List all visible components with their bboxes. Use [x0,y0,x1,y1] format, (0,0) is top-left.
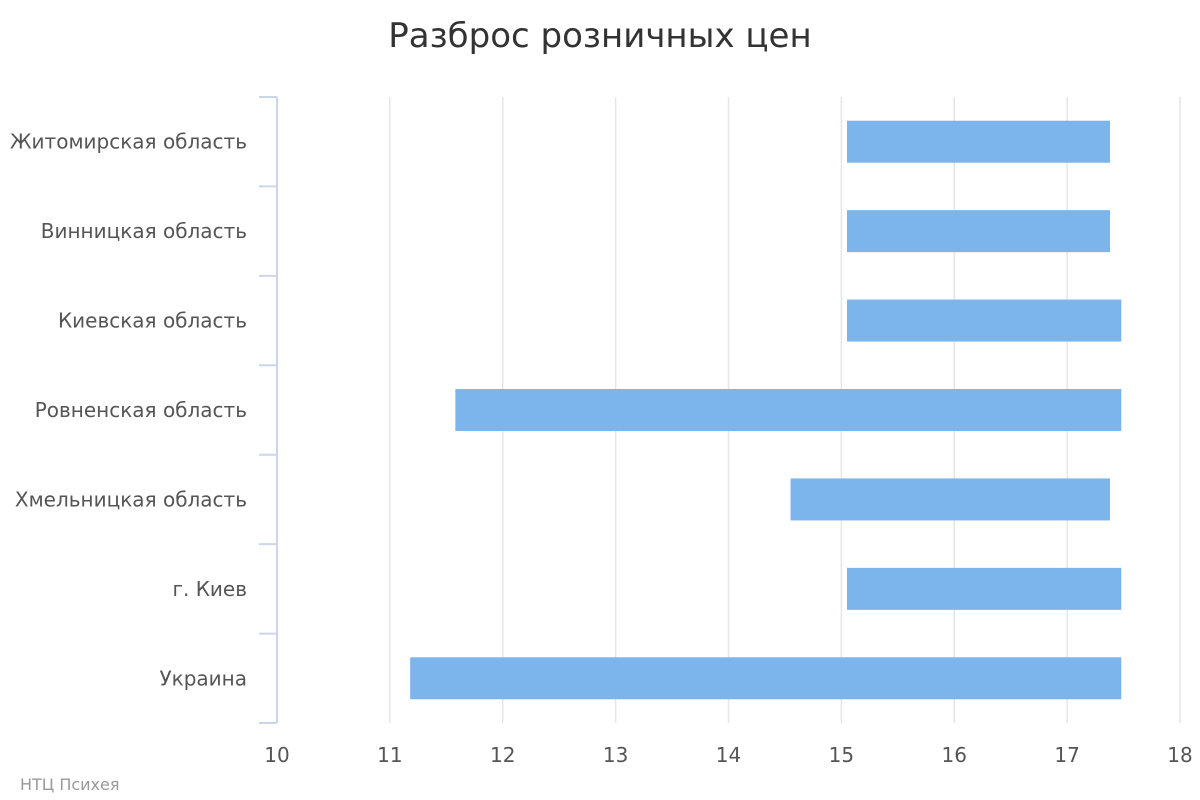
x-tick-label: 11 [377,743,402,767]
range-bar [847,210,1111,253]
category-label: Хмельницкая область [15,487,247,511]
chart-title: Разброс розничных цен [388,16,811,56]
x-tick-label: 18 [1167,743,1192,767]
range-bar [847,299,1122,342]
category-label: Житомирская область [10,130,247,154]
credit-text: НТЦ Психея [20,775,119,794]
x-tick-label: 15 [829,743,854,767]
range-bar [790,478,1111,521]
x-tick-label: 12 [490,743,515,767]
range-bar [847,120,1111,163]
x-tick-label: 13 [603,743,628,767]
category-label: Киевская область [58,309,247,333]
x-tick-label: 14 [716,743,741,767]
category-label: г. Киев [172,577,247,601]
range-bars [410,120,1122,700]
range-bar [455,389,1122,431]
category-label: Ровненская область [35,398,247,422]
x-tick-label: 16 [942,743,967,767]
range-bar [847,567,1122,610]
category-axis [259,96,278,724]
range-bar [410,657,1122,700]
category-labels: Житомирская область Винницкая область Киев… [10,130,247,691]
category-label: Украина [159,666,247,690]
x-tick-label: 10 [264,743,289,767]
x-tick-label: 17 [1054,743,1079,767]
category-label: Винницкая область [41,219,247,243]
value-axis-ticks: 10 11 12 13 14 15 16 17 18 [264,743,1192,767]
